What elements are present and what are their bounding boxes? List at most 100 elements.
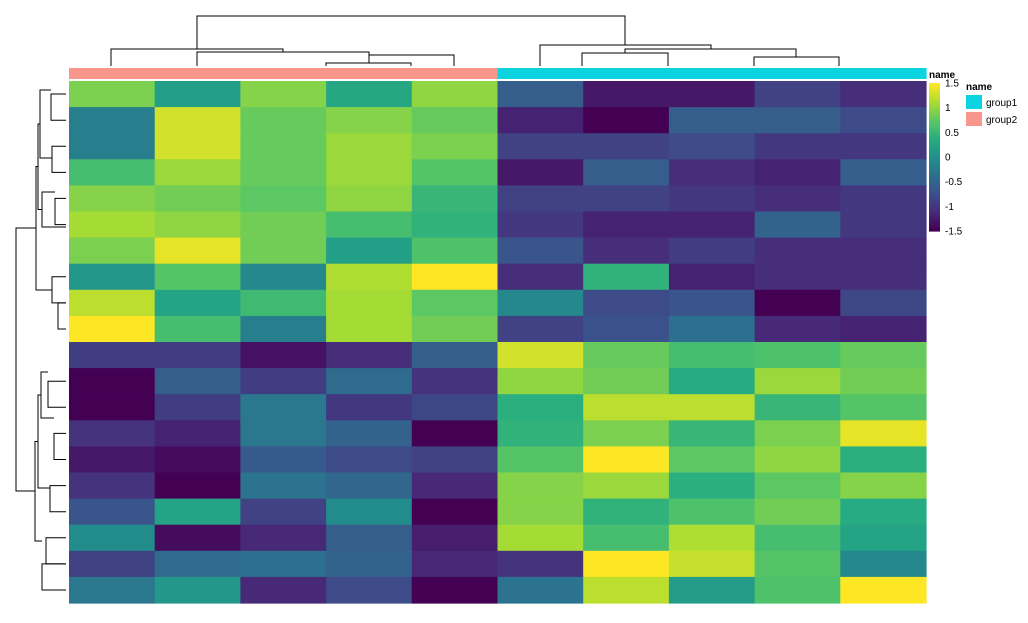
colorbar-segment (929, 221, 940, 225)
heatmap-cell (668, 159, 756, 186)
heatmap-cell (411, 289, 499, 317)
heatmap-cell (583, 107, 670, 134)
heatmap-cell (840, 368, 927, 395)
heatmap-cell (668, 81, 756, 108)
annotation-cell (154, 68, 241, 79)
colorbar-segment (929, 149, 940, 153)
heatmap-cell (754, 472, 841, 500)
colorbar-segment (929, 97, 940, 101)
colorbar-legend: name 1.5 1 0.5 0 -0.5 -1 -1.5 (929, 70, 963, 238)
heatmap-cell (497, 289, 584, 317)
dendrogram-branch (539, 44, 712, 66)
heatmap-cell (583, 133, 670, 160)
heatmap-cell (840, 211, 927, 239)
heatmap-cell (69, 289, 156, 317)
heatmap-cell (840, 394, 927, 421)
heatmap-cell (497, 315, 584, 343)
heatmap-cell (668, 446, 756, 474)
heatmap-cell (840, 289, 927, 317)
colorbar-title: name (929, 70, 956, 81)
colorbar-segment (929, 142, 940, 146)
heatmap-cell (154, 446, 241, 474)
heatmap-cell (668, 472, 756, 500)
heatmap-cell (840, 237, 927, 265)
heatmap-cell (754, 394, 841, 421)
heatmap-cell (326, 185, 413, 213)
heatmap-cell (583, 472, 670, 500)
heatmap-cell (668, 368, 756, 395)
dendrogram-branch (37, 394, 50, 489)
colorbar-segment (929, 105, 940, 109)
annotation-cell (411, 68, 499, 79)
colorbar-segment (929, 127, 940, 131)
heatmap-cell (754, 420, 841, 447)
colorbar-segment (929, 176, 940, 180)
colorbar-segment (929, 164, 940, 168)
row-dendrogram (15, 89, 66, 591)
colorbar-segment (929, 100, 940, 104)
heatmap-cell (840, 133, 927, 160)
heatmap-cell (326, 289, 413, 317)
heatmap-cell (840, 498, 927, 526)
colorbar-segment (929, 189, 940, 193)
heatmap-cell (240, 315, 327, 343)
heatmap-cell (69, 576, 156, 604)
colorbar-segment (929, 203, 940, 207)
heatmap-cell (69, 368, 156, 395)
heatmap-cell (69, 133, 156, 160)
colorbar-segment (929, 171, 940, 175)
heatmap-cell (668, 342, 756, 369)
colorbar-segment (929, 144, 940, 148)
dendrogram-branch (196, 51, 370, 66)
heatmap-cell (326, 211, 413, 239)
colorbar-segment (929, 92, 940, 96)
heatmap-cell (154, 81, 241, 108)
heatmap-cell (497, 420, 584, 447)
heatmap-cell (411, 342, 499, 369)
colorbar-gradient (929, 83, 940, 232)
heatmap-cell (840, 550, 927, 578)
heatmap-cell (240, 576, 327, 604)
heatmap-cell (154, 185, 241, 213)
annotation-legend: name group1 group2 (966, 82, 1018, 126)
heatmap-cell (240, 159, 327, 186)
heatmap-cell (583, 185, 670, 213)
heatmap-cell (583, 289, 670, 317)
heatmap-cell (326, 394, 413, 421)
colorbar-segment (929, 124, 940, 128)
dendrogram-branch (51, 276, 66, 304)
colorbar-segment (929, 110, 940, 114)
heatmap-cell (840, 472, 927, 500)
heatmap-cell (583, 576, 670, 604)
heatmap-cell (69, 263, 156, 291)
heatmap-cell (754, 550, 841, 578)
heatmap-cell (326, 550, 413, 578)
dendrogram-branch (325, 62, 412, 66)
heatmap-cell (497, 263, 584, 291)
heatmap-cell (840, 81, 927, 108)
heatmap-cell (326, 159, 413, 186)
heatmap-cell (326, 107, 413, 134)
dendrogram-branch (53, 432, 66, 460)
heatmap-cell (326, 342, 413, 369)
colorbar-tick-label: 0.5 (945, 128, 959, 139)
colorbar-segment (929, 161, 940, 165)
heatmap-cell (411, 394, 499, 421)
colorbar-segment (929, 218, 940, 222)
heatmap-cell (583, 498, 670, 526)
heatmap-cell (69, 159, 156, 186)
annotation-cell (326, 68, 413, 79)
heatmap-cell (583, 342, 670, 369)
heatmap-cell (840, 446, 927, 474)
heatmap-cell (154, 263, 241, 291)
heatmap-cell (583, 368, 670, 395)
column-annotation-bar (69, 68, 927, 79)
legend-label-group2: group2 (986, 115, 1018, 126)
colorbar-segment (929, 157, 940, 161)
column-dendrogram (110, 15, 840, 66)
colorbar-tick-label: -1 (945, 202, 954, 213)
colorbar-segment (929, 85, 940, 89)
heatmap-cell (668, 237, 756, 265)
colorbar-segment (929, 184, 940, 188)
